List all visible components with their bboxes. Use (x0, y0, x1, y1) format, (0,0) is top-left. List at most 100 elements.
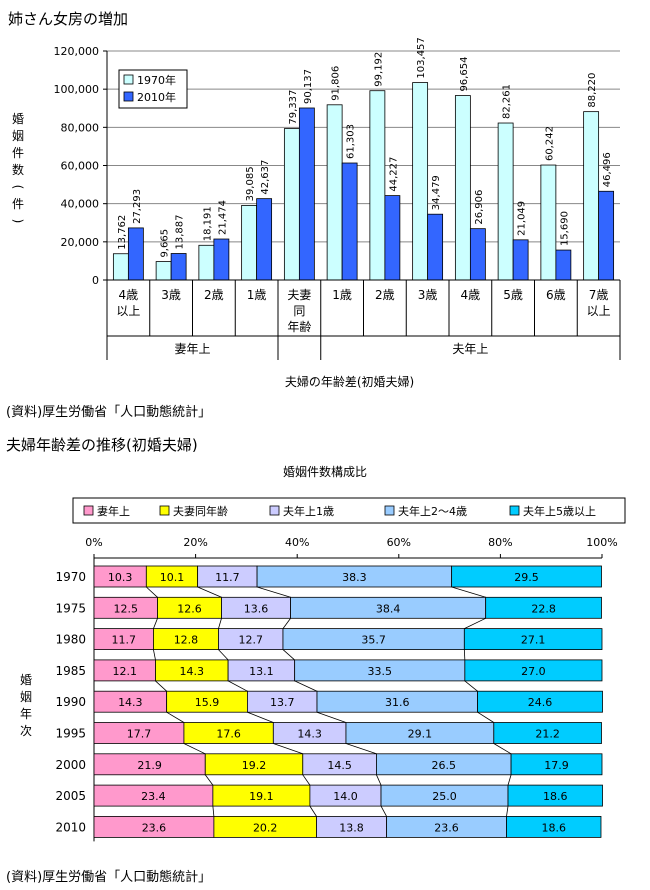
bar-2010年 (213, 238, 230, 281)
group-label: 妻年上 (174, 342, 210, 356)
y-axis-label-char: 次 (20, 724, 32, 738)
x-tick-label: 7歳 (589, 288, 609, 302)
x-tick-label: 同 (293, 304, 305, 318)
x-tick-label: 3歳 (161, 288, 181, 302)
bar-value-label: 96,654 (459, 57, 470, 92)
y-tick-label: 2010 (55, 820, 86, 834)
bar-2010年 (341, 162, 358, 281)
bar-2010年 (512, 239, 529, 281)
segment-value-label: 23.6 (434, 821, 459, 834)
series-line (204, 774, 214, 786)
segment-value-label: 29.1 (408, 728, 433, 741)
legend-swatch (384, 505, 395, 516)
segment-夫年上5歳以上 (506, 815, 602, 838)
legend-label: 夫年上1歳 (283, 504, 334, 518)
segment-value-label: 38.4 (376, 602, 401, 615)
series-line (218, 649, 229, 661)
bar-value-label: 60,242 (544, 126, 555, 161)
segment-value-label: 15.9 (195, 696, 220, 709)
x-tick-label: 夫妻 (287, 288, 311, 302)
segment-value-label: 12.6 (177, 602, 202, 615)
x-tick-label: 3歳 (418, 288, 438, 302)
y-axis-label-char: 件 (12, 146, 24, 160)
bar-1970年 (583, 111, 600, 281)
segment-value-label: 12.8 (174, 634, 199, 647)
bar-value-label: 46,496 (602, 152, 613, 187)
bar-value-label: 9,665 (160, 229, 171, 258)
series-line (153, 618, 158, 629)
bar-value-label: 79,337 (288, 90, 299, 125)
series-line (155, 680, 167, 692)
y-axis-label-char: ) (11, 219, 25, 224)
bar-value-label: 90,137 (303, 69, 314, 104)
segment-夫年上5歳以上 (493, 722, 602, 744)
segment-value-label: 19.2 (242, 759, 267, 772)
segment-夫年上5歳以上 (451, 565, 602, 588)
chart2-subtitle: 婚姻件数構成比 (283, 464, 367, 479)
x-tick-label: 1歳 (247, 288, 267, 302)
bar-1970年 (283, 128, 300, 281)
segment-value-label: 24.6 (528, 696, 553, 709)
legend-label: 妻年上 (97, 504, 130, 518)
segment-value-label: 11.7 (215, 571, 240, 584)
segment-value-label: 21.2 (535, 728, 560, 741)
series-line (464, 617, 486, 629)
y-axis-label-char: ( (11, 185, 25, 190)
x-tick-label: 80% (488, 536, 512, 549)
series-line (212, 806, 215, 817)
legend: 1970年 2010年 (118, 69, 188, 109)
bar-2010年 (427, 213, 444, 281)
series-line (316, 711, 347, 723)
segment-value-label: 11.7 (111, 634, 136, 647)
segment-夫年上5歳以上 (510, 753, 603, 776)
chart1-title: 姉さん女房の増加 (8, 10, 129, 28)
bar-value-label: 27,293 (132, 189, 143, 224)
y-tick-label: 2005 (55, 789, 86, 803)
series-line (227, 680, 248, 692)
x-tick-label: 40% (285, 536, 309, 549)
bar-value-label: 13,762 (117, 215, 128, 250)
legend-label: 夫年上5歳以上 (523, 504, 596, 518)
segment-value-label: 26.5 (432, 759, 457, 772)
series-line (256, 586, 291, 598)
group-label: 夫年上 (452, 342, 488, 356)
series-line (309, 805, 317, 817)
series-line (282, 618, 291, 629)
segment-value-label: 10.1 (160, 571, 185, 584)
y-axis-label-char: 婚 (20, 673, 32, 687)
bar-value-label: 42,637 (260, 160, 271, 195)
segment-value-label: 14.0 (333, 790, 358, 803)
segment-value-label: 13.7 (270, 696, 295, 709)
bar-value-label: 34,479 (431, 175, 442, 210)
segment-value-label: 18.6 (543, 790, 568, 803)
y-axis-label-char: 数 (12, 162, 24, 177)
y-tick-label: 2000 (55, 758, 86, 772)
x-tick-label: 年齢 (287, 319, 311, 334)
series-line (197, 586, 222, 598)
segment-value-label: 29.5 (514, 571, 539, 584)
bar-value-label: 21,049 (517, 201, 528, 236)
bar-value-label: 26,906 (474, 190, 485, 225)
y-tick-label: 40,000 (61, 198, 100, 211)
segment-value-label: 23.4 (141, 790, 166, 803)
legend-swatch (83, 505, 94, 516)
series-line (247, 711, 274, 723)
series-line (273, 743, 303, 755)
series-line (282, 649, 295, 661)
series-line (183, 743, 206, 755)
segment-value-label: 20.2 (253, 821, 278, 834)
series-line (166, 711, 185, 723)
y-tick-label: 1975 (55, 601, 86, 615)
series-line (493, 743, 512, 755)
bar-2010年 (555, 249, 572, 281)
x-tick-label: 2歳 (375, 288, 395, 302)
bar-value-label: 13,887 (175, 214, 186, 249)
segment-夫年上5歳以上 (477, 690, 603, 713)
bar-2010年 (170, 253, 187, 281)
x-axis-label: 夫婦の年齢差(初婚夫婦) (285, 374, 414, 389)
x-tick-label: 1歳 (332, 288, 352, 302)
segment-value-label: 17.9 (544, 759, 569, 772)
segment-value-label: 23.6 (142, 821, 167, 834)
bar-value-label: 39,085 (245, 166, 256, 201)
